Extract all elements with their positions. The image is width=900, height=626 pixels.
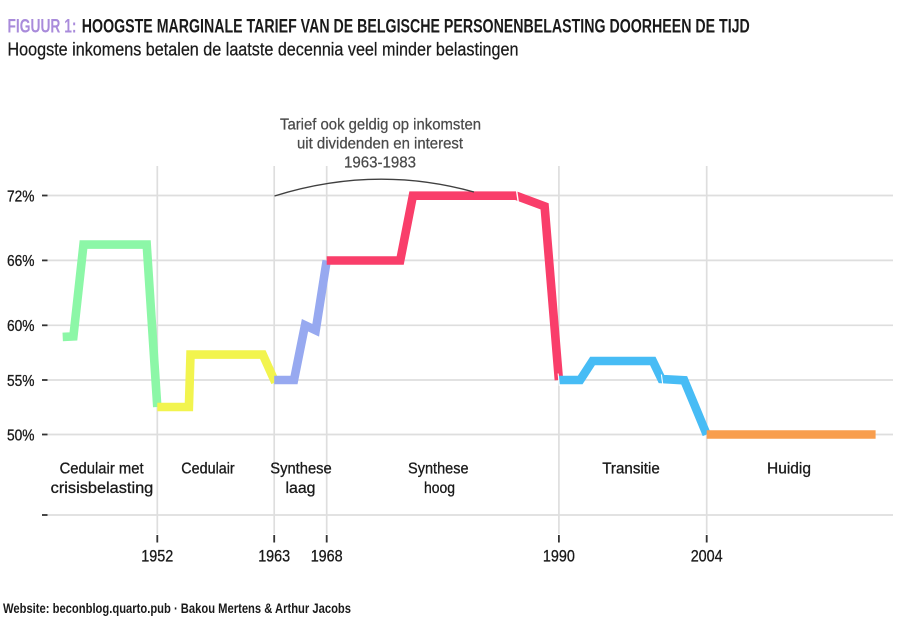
- svg-text:laag: laag: [286, 480, 316, 497]
- svg-text:Synthese: Synthese: [408, 461, 469, 478]
- svg-text:Tarief ook geldig op inkomsten: Tarief ook geldig op inkomsten: [280, 117, 481, 134]
- svg-text:Hoogste inkomens betalen de la: Hoogste inkomens betalen de laatste dece…: [8, 39, 519, 59]
- svg-text:1952: 1952: [141, 548, 173, 566]
- svg-text:1963: 1963: [258, 548, 290, 566]
- svg-text:Cedulair met: Cedulair met: [60, 461, 145, 478]
- svg-text:Synthese: Synthese: [270, 461, 332, 478]
- svg-text:55%: 55%: [7, 373, 35, 390]
- svg-text:uit dividenden en interest: uit dividenden en interest: [297, 136, 464, 153]
- svg-text:Website: beconblog.quarto.pub: Website: beconblog.quarto.pub · Bakou Me…: [3, 600, 351, 616]
- svg-text:1968: 1968: [311, 548, 343, 566]
- svg-text:50%: 50%: [7, 427, 35, 444]
- svg-text:1963-1983: 1963-1983: [344, 155, 416, 172]
- svg-text:2004: 2004: [691, 548, 723, 566]
- svg-text:FIGUUR 1:: FIGUUR 1:: [8, 17, 77, 38]
- svg-text:66%: 66%: [7, 253, 35, 270]
- svg-text:hoog: hoog: [424, 480, 455, 497]
- svg-text:Huidig: Huidig: [767, 461, 811, 478]
- svg-text:72%: 72%: [7, 188, 35, 205]
- svg-text:Cedulair: Cedulair: [181, 461, 234, 478]
- svg-text:Transitie: Transitie: [602, 461, 660, 478]
- svg-text:60%: 60%: [7, 318, 35, 335]
- svg-text:HOOGSTE MARGINALE TARIEF VAN D: HOOGSTE MARGINALE TARIEF VAN DE BELGISCH…: [82, 17, 750, 38]
- svg-text:1990: 1990: [543, 548, 575, 566]
- svg-text:crisisbelasting: crisisbelasting: [51, 480, 154, 497]
